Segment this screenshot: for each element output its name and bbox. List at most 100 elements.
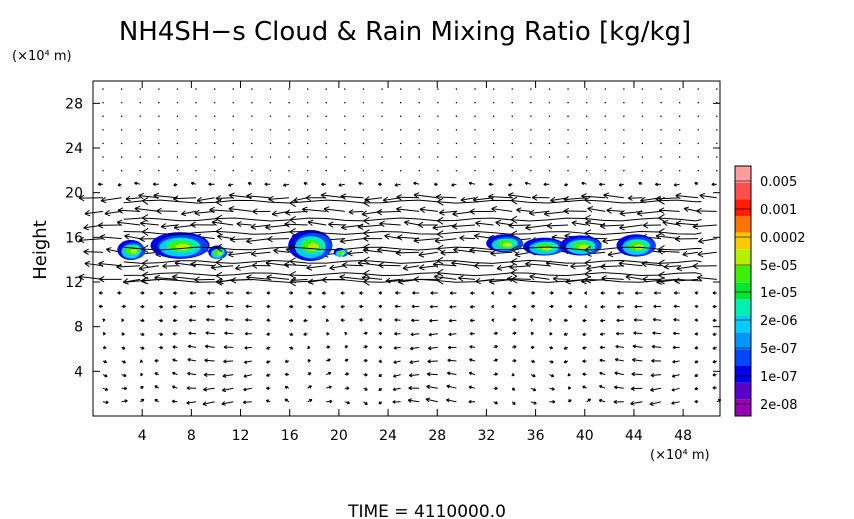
wind-arrow [530,387,537,392]
wind-arrow [630,386,643,391]
flow-arrowhead [288,243,296,251]
flow-line [123,278,702,283]
colorbar-label: 0.0002 [760,231,806,246]
wind-arrow [426,371,438,377]
wind-dot [232,170,234,172]
wind-dot [641,142,644,145]
wind-arrow [247,181,252,186]
wind-arrow [323,206,345,213]
wind-arrow [712,386,717,390]
wind-dot [437,170,439,172]
cloud-contour [578,244,590,250]
wind-dot [400,102,402,104]
wind-arrow [357,260,383,267]
wind-arrow [378,182,383,187]
colorbar-swatch [735,216,751,233]
wind-arrow [529,273,550,281]
wind-dot [511,142,513,145]
wind-arrow [651,344,662,349]
wind-dot [232,115,234,117]
wind-arrow [428,332,438,337]
wind-arrow [121,399,128,403]
wind-arrow [616,318,624,323]
wind-arrow [158,291,164,295]
wind-arrow [154,372,159,376]
flow-arrowhead [436,268,444,277]
wind-arrow [340,193,364,200]
wind-dot [195,115,197,117]
wind-arrow [243,360,252,364]
wind-arrow [491,318,495,323]
wind-arrow [266,360,271,364]
wind-arrow [339,237,364,245]
flow-arrowhead [510,257,518,266]
colorbar-frame [734,165,752,417]
wind-dot [455,102,458,104]
flow-arrowhead [288,271,296,279]
wind-dot [511,170,513,172]
wind-dot [679,170,681,172]
wind-arrow [190,261,215,268]
wind-arrow [413,181,420,186]
wind-dot [121,156,123,158]
wind-arrow [458,275,476,282]
wind-dot [139,129,141,131]
wind-dot [437,88,439,90]
wind-arrow [393,346,401,350]
wind-arrow [507,192,531,199]
wind-dot [307,88,309,90]
wind-arrow [673,183,680,187]
wind-arrow [190,221,215,228]
wind-arrow [378,304,383,309]
wind-dot [493,129,495,131]
wind-arrow [493,345,498,349]
wind-dot [121,170,123,172]
flow-line [123,230,702,235]
wind-arrow [473,262,494,269]
wind-arrow [599,371,606,376]
flow-arrowhead [141,227,149,236]
wind-dot [362,102,365,104]
wind-arrow [694,318,699,322]
flow-arrowhead [657,245,665,254]
wind-arrow [563,332,569,336]
wind-arrow [393,374,401,378]
wind-arrow [530,373,536,378]
wind-arrow [548,318,552,322]
wind-dot [362,88,365,90]
wind-arrow [427,346,438,351]
wind-dot [697,142,699,145]
wind-arrow [409,360,420,365]
wind-dot [604,115,606,117]
wind-dot [195,156,197,158]
wind-arrow [359,291,364,295]
wind-arrow [265,223,290,231]
chart-title: NH4SH−s Cloud & Rain Mixing Ratio [kg/kg… [119,17,691,47]
wind-arrow [187,371,197,376]
wind-dot [530,170,532,172]
wind-arrow [524,181,531,186]
wind-dot [511,129,513,131]
wind-arrow [496,264,513,271]
wind-arrow [675,192,699,200]
wind-dot [660,129,662,131]
wind-dot [437,156,439,158]
wind-arrow [181,210,197,217]
cloud-patch [523,237,565,256]
wind-arrow [549,291,554,295]
wind-arrow [244,346,252,350]
wind-arrow [429,318,438,323]
wind-arrow [284,359,290,364]
wind-dot [400,142,402,145]
flow-arrowhead [288,215,296,224]
wind-dot [586,142,588,145]
wind-arrow [491,291,495,295]
wind-arrow [338,183,345,187]
flow-arrowhead [657,259,665,268]
wind-dot [623,88,625,90]
wind-dot [269,88,272,90]
flow-arrowhead [436,216,444,225]
wind-arrow [549,360,554,364]
wind-dot [530,156,532,158]
